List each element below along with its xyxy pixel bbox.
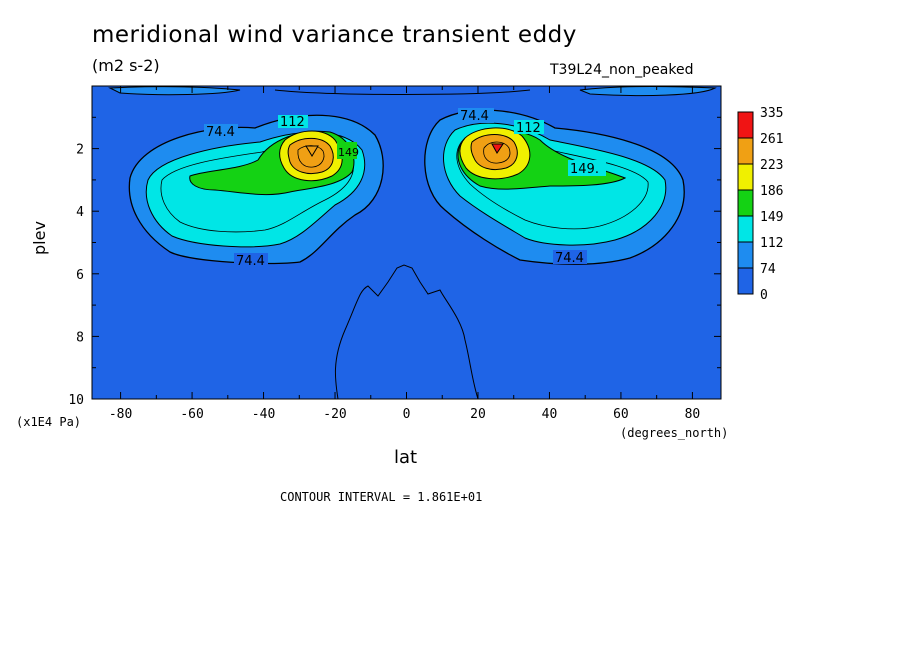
colorbar-label: 0	[760, 288, 768, 303]
colorbar-label: 223	[760, 158, 783, 173]
contour-label: 74.4	[236, 254, 265, 269]
equatorial-contour	[334, 264, 479, 399]
contour-130	[160, 143, 354, 233]
colorbar-label: 261	[760, 132, 783, 147]
colorbar-label: 74	[760, 262, 776, 277]
colorbar-swatch	[737, 241, 754, 269]
contour-label: 149	[338, 146, 359, 159]
chart-title: meridional wind variance transient eddy	[92, 22, 577, 48]
colorbar-label: 112	[760, 236, 783, 251]
contour-label: 74.4	[460, 109, 489, 124]
chart-units: (m2 s-2)	[92, 56, 160, 75]
y-tick-label: 6	[76, 268, 84, 283]
plot-area: 74.4 112 149 149. 74.4 112 74.4 74.4	[92, 86, 721, 399]
colorbar-swatch	[737, 189, 754, 217]
x-tick-label: -40	[252, 407, 275, 422]
colorbar-swatch	[737, 163, 754, 191]
colorbar-swatch	[737, 267, 754, 295]
x-tick-label: -80	[109, 407, 132, 422]
max-marker-right	[491, 143, 504, 154]
colorbar-label: 186	[760, 184, 783, 199]
colorbar: 0 74 112 149 186 223 261 335	[737, 106, 783, 303]
contour-label: 74.4	[206, 125, 235, 140]
x-tick-label: 20	[470, 407, 486, 422]
x-axis: -80 -60 -40 -20 0 20 40 60 80	[109, 86, 700, 422]
x-axis-label: lat	[394, 447, 418, 468]
x-tick-label: 80	[685, 407, 701, 422]
y-tick-label: 10	[68, 393, 84, 408]
colorbar-swatch	[737, 111, 754, 139]
top-contour-left	[108, 86, 241, 96]
y-tick-label: 4	[76, 205, 84, 220]
y-axis-unit: (x1E4 Pa)	[16, 415, 82, 429]
nh-maximum	[424, 109, 685, 265]
x-tick-label: 0	[403, 407, 411, 422]
x-tick-label: 60	[613, 407, 629, 422]
colorbar-label: 335	[760, 106, 783, 121]
run-label: T39L24_non_peaked	[550, 62, 694, 78]
max-marker-left	[305, 145, 319, 157]
sh-maximum	[128, 114, 384, 265]
contour-label: 112	[280, 115, 305, 130]
colorbar-swatch	[737, 137, 754, 165]
y-axis: 2 4 6 8 10	[68, 116, 721, 408]
top-contour-mid	[274, 89, 531, 95]
contour-interval: CONTOUR INTERVAL = 1.861E+01	[280, 490, 483, 504]
x-tick-label: 40	[542, 407, 558, 422]
x-tick-label: -60	[180, 407, 203, 422]
colorbar-label: 149	[760, 210, 783, 225]
colorbar-swatch	[737, 215, 754, 243]
x-axis-unit: (degrees_north)	[620, 426, 729, 440]
x-tick-label: -20	[323, 407, 346, 422]
contour-label: 112	[516, 121, 541, 136]
contour-label: 149.	[570, 162, 599, 177]
y-tick-label: 2	[76, 143, 84, 158]
y-tick-label: 8	[76, 330, 84, 345]
contour-label: 74.4	[555, 251, 584, 266]
